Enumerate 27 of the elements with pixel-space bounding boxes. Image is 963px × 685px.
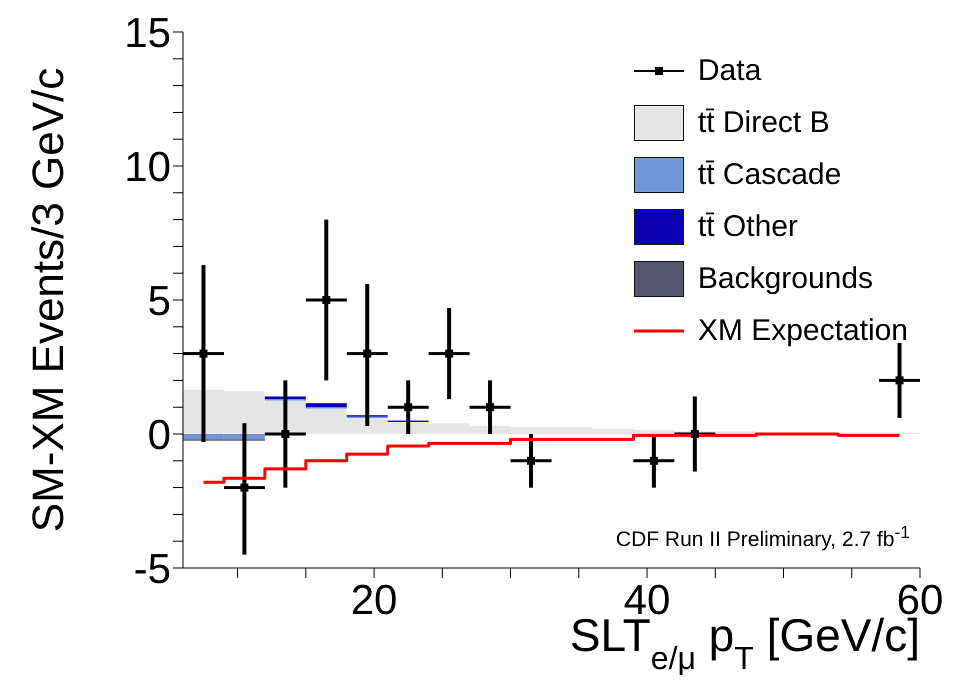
point — [650, 456, 658, 465]
legend-label: tt̄ Cascade — [698, 158, 842, 192]
y-tick-label: 5 — [148, 276, 171, 324]
point — [199, 350, 208, 358]
legend-label: tt̄ Other — [698, 210, 798, 244]
y-tick-label: 10 — [124, 142, 171, 190]
y-axis-title: SM-XM Events/3 GeV/c — [24, 68, 72, 532]
point — [486, 403, 494, 412]
legend-label: tt̄ Direct B — [698, 106, 830, 140]
bar — [306, 403, 347, 408]
point — [445, 350, 454, 358]
point — [322, 296, 330, 304]
point — [363, 350, 372, 358]
point — [240, 484, 248, 492]
legend-label: Backgrounds — [698, 262, 873, 296]
x-tick-label: 20 — [350, 576, 398, 623]
legend-label: Data — [698, 54, 762, 88]
point — [527, 456, 536, 465]
point — [896, 376, 904, 384]
y-tick-label: 0 — [148, 410, 171, 458]
annotation: CDF Run II Preliminary, 2.7 fb$^{-1}$ — [616, 522, 910, 551]
y-tick-label: 15 — [124, 8, 171, 56]
y-tick-label: -5 — [134, 544, 171, 592]
point — [281, 430, 290, 438]
legend-label: XM Expectation — [698, 314, 908, 348]
point — [690, 430, 699, 438]
point — [404, 403, 412, 412]
